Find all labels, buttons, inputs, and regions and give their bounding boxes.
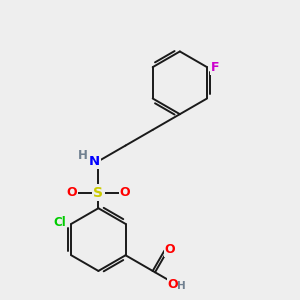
Text: F: F xyxy=(211,61,220,74)
Text: S: S xyxy=(93,186,103,200)
Text: H: H xyxy=(177,281,186,291)
Text: N: N xyxy=(88,155,100,168)
Text: O: O xyxy=(168,278,178,291)
Text: H: H xyxy=(78,149,88,162)
Text: O: O xyxy=(66,186,77,199)
Text: O: O xyxy=(120,186,130,199)
Text: Cl: Cl xyxy=(53,216,66,229)
Text: O: O xyxy=(164,243,175,256)
